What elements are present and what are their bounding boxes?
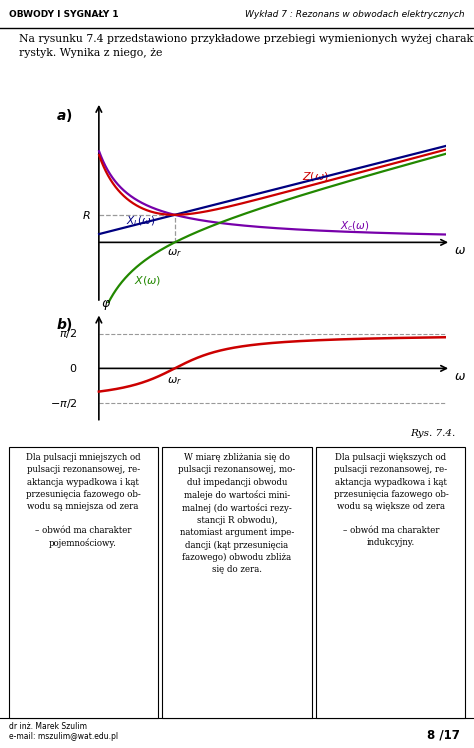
Text: $X_c(\omega)$: $X_c(\omega)$ [340,219,370,233]
Text: Na rysunku 7.4 przedstawiono przykładowe przebiegi wymienionych wyżej charakte-
: Na rysunku 7.4 przedstawiono przykładowe… [19,34,474,58]
Text: dr inż. Marek Szulim
e-mail: mszulim@wat.edu.pl: dr inż. Marek Szulim e-mail: mszulim@wat… [9,722,119,741]
Text: $Z(\omega)$: $Z(\omega)$ [302,171,329,183]
Text: $\omega_r$: $\omega_r$ [167,248,182,259]
Text: $\omega$: $\omega$ [454,244,466,257]
Text: $X_L(\omega)$: $X_L(\omega)$ [126,214,155,227]
Text: $\boldsymbol{b)}$: $\boldsymbol{b)}$ [55,316,73,333]
Text: Dla pulsacji większych od
pulsacji rezonansowej, re-
aktancja wypadkowa i kąt
pr: Dla pulsacji większych od pulsacji rezon… [334,453,448,548]
Text: $\boldsymbol{a)}$: $\boldsymbol{a)}$ [55,108,72,124]
Text: Rys. 7.4.: Rys. 7.4. [410,429,455,438]
Text: $\pi/2$: $\pi/2$ [59,327,77,340]
Text: $\omega_r$: $\omega_r$ [167,375,182,387]
Text: $-\pi/2$: $-\pi/2$ [50,396,77,410]
Text: $0$: $0$ [69,362,77,375]
Text: $X(\omega)$: $X(\omega)$ [134,274,161,286]
Text: $\omega$: $\omega$ [454,370,466,383]
Text: $\varphi$: $\varphi$ [101,298,111,312]
Text: 8 /17: 8 /17 [427,728,460,741]
Text: Wykład 7 : Rezonans w obwodach elektrycznych: Wykład 7 : Rezonans w obwodach elektrycz… [245,10,465,19]
Text: W miarę zbliżania się do
pulsacji rezonansowej, mo-
duł impedancji obwodu
maleje: W miarę zbliżania się do pulsacji rezona… [178,453,296,574]
Text: Dla pulsacji mniejszych od
pulsacji rezonansowej, re-
aktancja wypadkowa i kąt
p: Dla pulsacji mniejszych od pulsacji rezo… [26,453,140,548]
Text: $R$: $R$ [82,209,90,221]
Text: OBWODY I SYGNAŁY 1: OBWODY I SYGNAŁY 1 [9,10,119,19]
